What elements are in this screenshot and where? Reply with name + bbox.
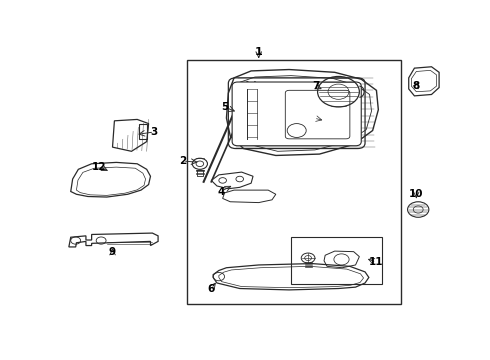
Text: 11: 11 xyxy=(369,257,384,267)
Text: 1: 1 xyxy=(255,46,263,57)
Text: 2: 2 xyxy=(179,156,186,166)
Text: 4: 4 xyxy=(217,186,224,197)
FancyBboxPatch shape xyxy=(232,82,361,146)
Bar xyxy=(291,237,382,284)
Text: 3: 3 xyxy=(150,127,158,137)
Bar xyxy=(187,60,401,304)
Text: 9: 9 xyxy=(109,247,116,257)
Text: 10: 10 xyxy=(409,189,423,199)
Text: 5: 5 xyxy=(221,102,228,112)
FancyBboxPatch shape xyxy=(285,90,350,139)
Text: 7: 7 xyxy=(312,81,319,91)
Text: 8: 8 xyxy=(413,81,420,91)
Text: 6: 6 xyxy=(208,284,215,293)
Text: 12: 12 xyxy=(92,162,106,172)
